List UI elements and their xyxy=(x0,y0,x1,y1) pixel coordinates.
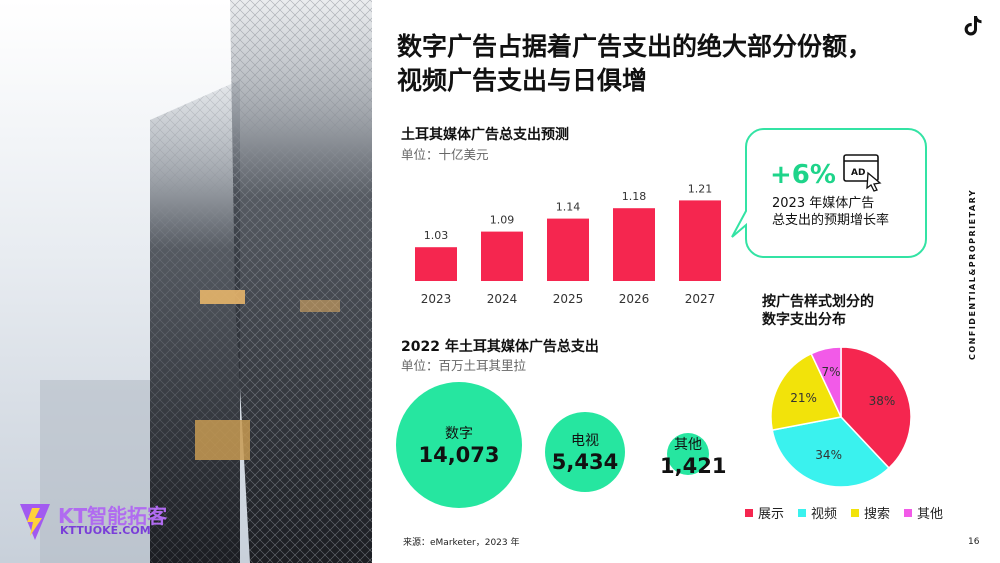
forecast-title: 土耳其媒体广告总支出预测 xyxy=(401,127,569,143)
bar-value-label: 1.21 xyxy=(688,182,713,195)
legend-swatch xyxy=(745,508,753,517)
forecast-unit: 单位：十亿美元 xyxy=(401,147,489,162)
kt-logo-icon xyxy=(20,504,50,540)
bar-value-label: 1.09 xyxy=(490,214,515,227)
ad-click-icon: AD xyxy=(843,154,882,192)
other-value: 1,421 xyxy=(660,454,727,478)
growth-percent: +6% xyxy=(770,160,836,190)
bar-2026 xyxy=(613,208,655,281)
legend-item: 视频 xyxy=(798,503,837,522)
legend-swatch xyxy=(904,508,913,517)
growth-description: 2023 年媒体广告 总支出的预期增长率 xyxy=(772,195,889,229)
digital-spend-circle: 数字 14,073 xyxy=(396,382,522,508)
pie-slice-label: 7% xyxy=(821,365,840,379)
legend-item: 展示 xyxy=(745,503,784,522)
pie-title: 按广告样式划分的 数字支出分布 xyxy=(762,293,874,329)
forecast-bar-chart: 1.03 2023 1.09 2024 1.14 2025 1.18 2026 1.21 2027 xyxy=(415,182,721,306)
pie-title-line-1: 按广告样式划分的 xyxy=(762,294,874,310)
digital-value: 14,073 xyxy=(418,443,500,467)
legend-swatch xyxy=(798,508,807,517)
tv-spend-circle: 电视 5,434 xyxy=(545,412,625,492)
x-tick-label: 2024 xyxy=(487,292,518,306)
spend2022-title: 2022 年土耳其媒体广告总支出 xyxy=(401,339,599,355)
format-pie-chart: 38% 34% 21% 7% xyxy=(770,346,912,488)
svg-text:AD: AD xyxy=(851,168,865,178)
pie-slice-1 xyxy=(840,346,912,470)
tv-value: 5,434 xyxy=(551,450,619,474)
bar-2027 xyxy=(679,200,721,281)
other-spend-text: 其他 1,421 xyxy=(660,434,727,478)
logo-sub-text: KTTUOKE.COM xyxy=(60,524,151,537)
tiktok-icon xyxy=(964,16,982,36)
legend-item: 其他 xyxy=(904,503,943,522)
pie-slice-3 xyxy=(770,352,843,431)
legend-label: 展示 xyxy=(758,507,785,522)
bar-value-label: 1.18 xyxy=(622,190,647,203)
legend-swatch xyxy=(851,508,860,517)
growth-line-2: 总支出的预期增长率 xyxy=(772,213,890,228)
title-line-1: 数字广告占据着广告支出的绝大部分份额， xyxy=(397,32,873,61)
bar-2023 xyxy=(415,247,457,281)
pie-title-line-2: 数字支出分布 xyxy=(762,312,846,328)
other-spend-circle xyxy=(667,433,709,475)
bar-value-label: 1.03 xyxy=(424,229,449,242)
building-photo xyxy=(0,0,372,563)
legend-label: 搜索 xyxy=(864,507,891,522)
x-tick-label: 2026 xyxy=(619,292,650,306)
pie-slice-4 xyxy=(810,346,842,418)
spend2022-unit: 单位：百万土耳其里拉 xyxy=(401,358,527,373)
pie-slice-label: 21% xyxy=(790,391,817,405)
x-tick-label: 2027 xyxy=(685,292,716,306)
pie-slice-2 xyxy=(771,416,890,488)
digital-label: 数字 xyxy=(445,426,473,442)
legend-label: 视频 xyxy=(811,507,838,522)
confidential-label: CONFIDENTIAL&PROPRIETARY xyxy=(968,188,977,360)
source-note: 来源：eMarketer，2023 年 xyxy=(403,538,520,548)
watermark-logo: KT智能拓客 KTTUOKE.COM xyxy=(18,500,188,544)
x-tick-label: 2025 xyxy=(553,292,584,306)
pie-slice-label: 34% xyxy=(815,448,842,462)
title-line-2: 视频广告支出与日俱增 xyxy=(397,66,648,95)
bar-2024 xyxy=(481,231,523,281)
logo-main-text: KT智能拓客 xyxy=(58,504,168,528)
page-title: 数字广告占据着广告支出的绝大部分份额， 视频广告支出与日俱增 xyxy=(397,30,937,98)
pie-slice-label: 38% xyxy=(869,394,896,408)
growth-line-1: 2023 年媒体广告 xyxy=(772,196,875,211)
pie-legend: 展示 视频 搜索 其他 xyxy=(745,503,943,522)
page-number: 16 xyxy=(968,537,980,547)
legend-item: 搜索 xyxy=(851,503,890,522)
x-tick-label: 2023 xyxy=(421,292,452,306)
bar-2025 xyxy=(547,218,589,281)
legend-label: 其他 xyxy=(917,507,944,522)
bar-value-label: 1.14 xyxy=(556,201,581,214)
tv-label: 电视 xyxy=(571,433,599,449)
building-photo-graphic xyxy=(0,0,372,563)
other-label: 其他 xyxy=(674,437,702,453)
